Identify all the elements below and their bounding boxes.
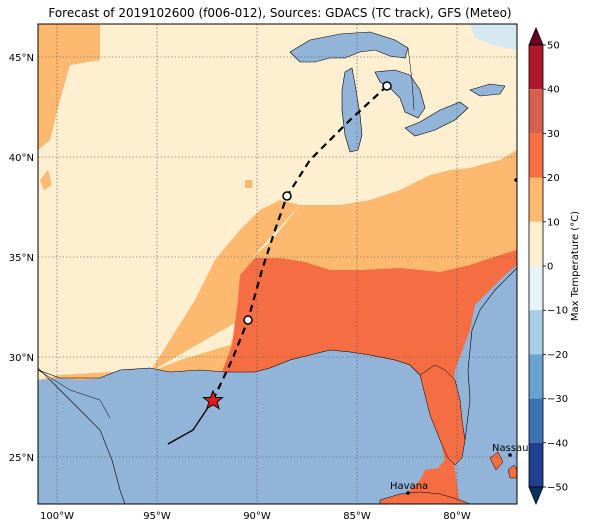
warm-patch: [40, 170, 52, 190]
lake-michigan: [341, 67, 363, 153]
colorbar-tick-label: 20: [547, 173, 560, 184]
colorbar-band: [529, 133, 543, 178]
gulf-of-mexico: [38, 350, 445, 504]
map-title: Forecast of 2019102600 (f006-012), Sourc…: [48, 6, 512, 20]
cold-patch-ne: [470, 24, 517, 50]
colorbar-tick-label: 0: [547, 262, 553, 273]
colorbar-min-arrow: [528, 486, 544, 506]
warm-region-central: [150, 200, 300, 372]
lat-tick: 40°N: [9, 153, 34, 164]
colorbar-band: [529, 266, 543, 311]
track-point: [282, 191, 292, 201]
atlantic-ocean: [450, 265, 517, 504]
lat-tick: 45°N: [9, 53, 34, 64]
colorbar-tick-label: −10: [547, 306, 568, 317]
lat-ticks: 45°N 40°N 35°N 30°N 25°N: [9, 53, 34, 464]
colorbar-tick-label: 10: [547, 217, 560, 228]
florida: [419, 364, 466, 466]
gulf-coastline: [38, 349, 421, 379]
border-line: [38, 369, 111, 419]
forecast-track-line: [212, 85, 388, 401]
bahamas: [489, 451, 504, 471]
lon-tick: 95°W: [143, 511, 171, 522]
lake-ontario: [469, 83, 506, 97]
havana-marker: [406, 491, 410, 495]
colorbar-band: [529, 442, 543, 487]
colorbar-tick-label: 40: [547, 85, 560, 96]
mexico-coastline: [38, 367, 126, 504]
colorbar-band: [529, 354, 543, 399]
track-point: [243, 315, 253, 325]
lon-tick: 85°W: [343, 511, 371, 522]
colorbar-tick-label: 30: [547, 129, 560, 140]
cuba: [379, 491, 471, 504]
colorbar-bands: [529, 45, 543, 487]
border-line: [407, 47, 415, 111]
colorbar-tick-label: −40: [547, 438, 568, 449]
map-area: [38, 24, 517, 504]
city-label-havana: Havana: [390, 481, 428, 492]
lake-superior: [289, 31, 409, 63]
past-track-line: [167, 399, 214, 445]
colorbar-tick-label: −50: [547, 483, 568, 494]
colorbar-band: [529, 221, 543, 266]
lon-tick: 90°W: [243, 511, 271, 522]
colorbar-max-arrow: [528, 26, 544, 46]
nassau-marker: [508, 453, 512, 457]
gridlines: [38, 24, 517, 504]
lake-erie: [404, 101, 469, 137]
lat-tick: 30°N: [9, 353, 34, 364]
colorbar-band: [529, 398, 543, 443]
lon-tick: 100°W: [40, 511, 74, 522]
colorbar-band: [529, 45, 543, 90]
lon-tick: 80°W: [443, 511, 471, 522]
colorbar: 50 40 30 20 10 0 −10 −20 −30 −40 −50 Max Temperatu…: [528, 26, 581, 506]
lon-ticks: 100°W 95°W 90°W 85°W 80°W: [40, 511, 471, 522]
colorbar-band: [529, 310, 543, 355]
storm-position-icon: [202, 389, 224, 410]
city-label-nassau: Nassau: [492, 443, 529, 454]
lat-tick: 25°N: [9, 453, 34, 464]
lat-tick: 35°N: [9, 253, 34, 264]
map-frame: [37, 23, 518, 505]
colorbar-tick-label: −20: [547, 350, 568, 361]
atlantic-coastline: [464, 267, 517, 441]
city-marker: [514, 178, 517, 182]
bahamas: [507, 464, 517, 479]
colorbar-tick-label: 50: [547, 41, 560, 52]
colorbar-ticks: 50 40 30 20 10 0 −10 −20 −30 −40 −50: [543, 41, 568, 494]
colorbar-band: [529, 177, 543, 222]
warm-region-nw: [38, 24, 100, 150]
colorbar-tick-label: −30: [547, 394, 568, 405]
colorbar-label: Max Temperature (°C): [570, 211, 581, 321]
track-point: [382, 81, 392, 91]
colorbar-band: [529, 89, 543, 134]
warm-patch: [245, 180, 252, 188]
